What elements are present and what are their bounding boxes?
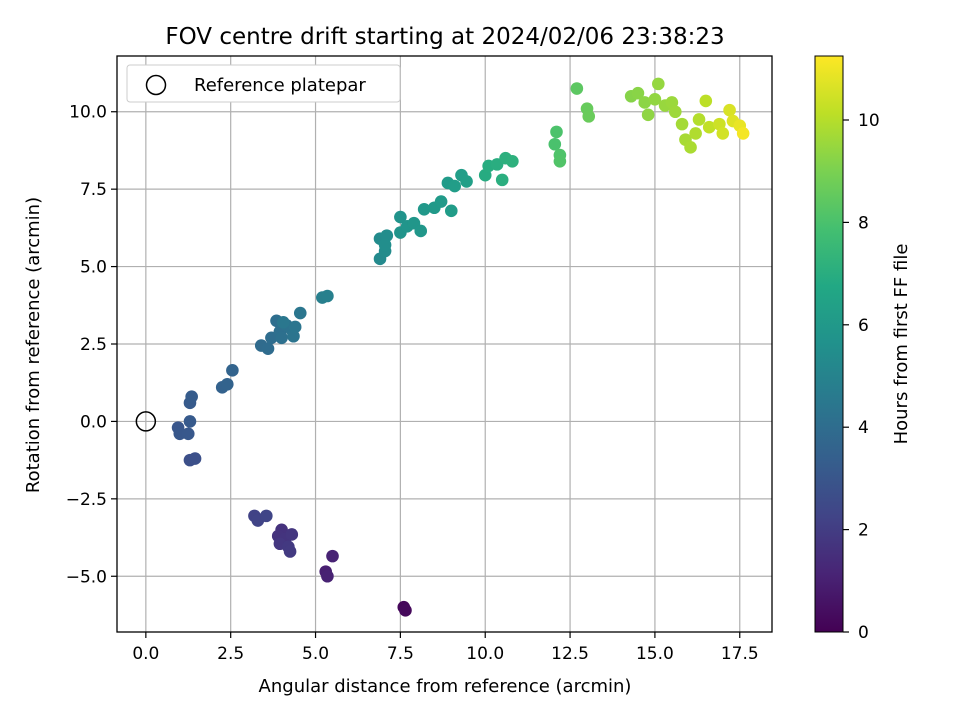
legend-marker-reference <box>145 74 167 96</box>
data-point <box>276 316 290 329</box>
data-point <box>261 342 275 355</box>
grid-lines <box>117 56 772 632</box>
data-point <box>723 103 736 117</box>
colorbar-tick-label: 4 <box>858 418 869 438</box>
colorbar-label: Hours from first FF file <box>891 244 912 445</box>
data-point <box>417 202 431 216</box>
data-point <box>570 82 584 95</box>
data-point <box>287 329 300 343</box>
data-point <box>648 93 662 106</box>
y-tick-label: 0.0 <box>80 412 107 432</box>
data-point <box>668 105 682 119</box>
data-point <box>283 545 297 558</box>
legend: Reference platepar <box>126 64 401 103</box>
x-tick-label: 17.5 <box>721 644 759 664</box>
data-point <box>692 113 706 126</box>
data-point <box>326 549 339 563</box>
data-point <box>226 364 239 377</box>
legend-box <box>126 64 401 103</box>
data-point <box>399 604 412 617</box>
data-point <box>675 117 689 131</box>
colorbar-ticks: 0 2 4 6 8 10 <box>843 111 880 643</box>
data-point <box>548 137 562 151</box>
colorbar <box>814 55 844 633</box>
x-tick-label: 0.0 <box>132 644 159 664</box>
data-points <box>135 77 750 617</box>
x-tick-label: 12.5 <box>551 644 589 664</box>
data-point <box>736 127 750 140</box>
data-point <box>293 306 307 320</box>
data-point <box>321 569 334 583</box>
colorbar-tick-label: 2 <box>858 521 869 541</box>
y-tick-label: 2.5 <box>80 335 107 355</box>
data-point <box>716 127 730 140</box>
colorbar-tick-label: 10 <box>858 111 880 131</box>
data-point <box>183 415 197 428</box>
data-point <box>285 528 299 541</box>
x-tick-label: 7.5 <box>387 644 414 664</box>
y-tick-label: 7.5 <box>80 180 107 200</box>
data-point <box>321 289 334 303</box>
y-tick-label: −2.5 <box>66 490 107 510</box>
data-point <box>444 204 458 218</box>
data-point <box>553 154 567 168</box>
data-point <box>641 108 655 122</box>
data-point <box>378 238 392 252</box>
legend-label-reference: Reference platepar <box>194 75 366 96</box>
data-point <box>495 173 509 187</box>
data-point <box>582 110 596 123</box>
data-point <box>631 86 645 100</box>
data-point <box>220 377 234 391</box>
data-point <box>689 127 702 140</box>
data-point <box>414 224 428 238</box>
x-axis-ticks: 0.0 2.5 5.0 7.5 10.0 12.5 15.0 17.5 <box>132 632 759 664</box>
data-point <box>448 179 461 193</box>
y-axis-label: Rotation from reference (arcmin) <box>23 197 44 493</box>
data-point <box>638 96 652 109</box>
data-point <box>652 77 665 91</box>
data-point <box>260 509 273 523</box>
colorbar-tick-label: 6 <box>858 316 869 336</box>
x-tick-label: 5.0 <box>302 644 329 664</box>
x-axis-label: Angular distance from reference (arcmin) <box>259 676 632 697</box>
data-point <box>275 331 288 345</box>
data-point <box>288 320 302 334</box>
colorbar-tick-label: 8 <box>858 213 869 233</box>
data-point <box>699 94 713 108</box>
reference-platepar-marker <box>135 411 157 432</box>
data-point <box>434 195 448 208</box>
data-point <box>188 452 202 465</box>
data-point <box>702 120 716 134</box>
data-point <box>460 175 473 188</box>
data-point <box>380 229 394 242</box>
y-tick-label: 10.0 <box>69 103 107 123</box>
x-tick-label: 15.0 <box>636 644 674 664</box>
x-tick-label: 10.0 <box>466 644 504 664</box>
data-point <box>185 390 198 403</box>
colorbar-tick-label: 0 <box>858 623 869 643</box>
x-tick-label: 2.5 <box>217 644 244 664</box>
y-tick-label: −5.0 <box>66 567 107 587</box>
y-tick-label: 5.0 <box>80 258 107 278</box>
data-point <box>684 141 697 154</box>
data-point <box>181 427 195 441</box>
data-point <box>394 210 407 224</box>
chart-title: FOV centre drift starting at 2024/02/06 … <box>165 24 724 50</box>
data-point <box>506 154 519 168</box>
data-point <box>550 125 563 139</box>
y-axis-ticks: −5.0 −2.5 0.0 2.5 5.0 7.5 10.0 <box>66 103 117 587</box>
